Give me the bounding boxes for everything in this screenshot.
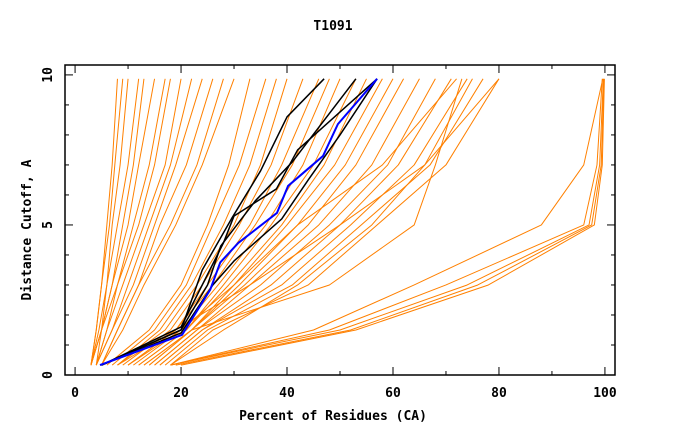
- other-model-curve: [117, 78, 500, 366]
- other-model-curve: [143, 78, 394, 366]
- other-model-curve: [90, 78, 171, 366]
- other-model-curve: [90, 78, 129, 366]
- other-model-curve: [90, 78, 124, 366]
- other-model-curve: [101, 78, 224, 366]
- y-tick-label: 5: [41, 221, 56, 229]
- series-layer: [90, 78, 605, 367]
- other-model-curve: [101, 78, 235, 366]
- other-model-curve: [170, 78, 604, 366]
- other-model-curve: [159, 78, 452, 366]
- other-model-curve: [117, 78, 288, 366]
- other-model-curve: [170, 78, 603, 366]
- other-model-curve: [154, 78, 436, 366]
- other-model-curve: [106, 78, 251, 366]
- x-tick-label: 0: [71, 386, 79, 401]
- y-tick-label: 10: [41, 67, 56, 83]
- other-model-curve: [159, 78, 468, 366]
- other-model-curve: [170, 78, 604, 366]
- x-tick-label: 40: [279, 386, 295, 401]
- other-model-curve: [127, 78, 320, 366]
- x-axis-label: Percent of Residues (CA): [239, 409, 427, 424]
- highlight-model-curve: [101, 78, 378, 366]
- other-model-curve: [95, 78, 203, 366]
- other-model-curve: [164, 78, 484, 366]
- other-model-curve: [95, 78, 145, 366]
- other-model-curve: [95, 78, 182, 366]
- highlight-model-curve: [101, 78, 357, 366]
- other-model-curve: [148, 78, 463, 366]
- axes-layer: 0 20 40 60 80 100 0 5 10: [41, 65, 617, 401]
- other-model-curve: [117, 78, 277, 366]
- best-model-curve: [99, 78, 378, 367]
- x-tick-label: 80: [491, 386, 507, 401]
- y-tick-label: 0: [41, 371, 56, 379]
- y-axis-label: Distance Cutoff, A: [20, 159, 35, 300]
- other-model-curve: [111, 78, 267, 366]
- x-tick-label: 20: [173, 386, 189, 401]
- other-model-curve: [170, 78, 500, 366]
- other-model-curve: [180, 78, 605, 366]
- highlight-model-curve: [101, 78, 378, 366]
- plot-frame: [64, 64, 616, 376]
- x-tick-label: 60: [385, 386, 401, 401]
- x-tick-label: 100: [593, 386, 617, 401]
- highlight-model-curve: [101, 78, 325, 366]
- other-model-curve: [170, 78, 473, 366]
- other-model-curve: [175, 78, 605, 366]
- chart-title: T1091: [313, 19, 352, 34]
